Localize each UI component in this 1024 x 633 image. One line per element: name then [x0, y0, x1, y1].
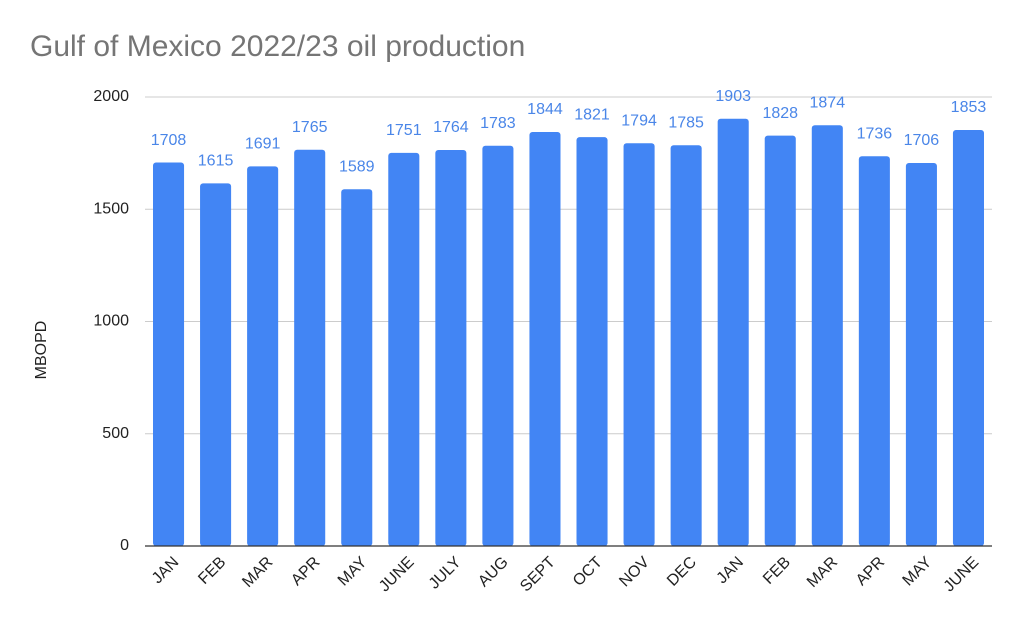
y-axis-label: MBOPD: [33, 321, 50, 380]
data-label: 1828: [762, 105, 798, 122]
data-label: 1765: [292, 119, 328, 136]
data-label: 1589: [339, 158, 375, 175]
data-label: 1708: [151, 132, 187, 149]
data-label: 1874: [810, 95, 846, 112]
y-tick-label: 2000: [93, 88, 129, 105]
y-tick-label: 1000: [93, 313, 129, 330]
y-tick-label: 500: [102, 425, 129, 442]
data-label: 1615: [198, 153, 234, 170]
data-label: 1794: [621, 112, 657, 129]
chart-title: Gulf of Mexico 2022/23 oil production: [30, 30, 525, 63]
bar: [811, 125, 843, 547]
bar: [717, 118, 749, 547]
data-label: 1706: [904, 132, 940, 149]
bar: [952, 130, 985, 546]
data-label: 1785: [668, 114, 704, 131]
bar: [247, 166, 279, 547]
bar: [341, 189, 373, 546]
data-label: 1853: [951, 99, 987, 116]
bar: [670, 145, 702, 546]
bar: [764, 135, 796, 546]
data-label: 1764: [433, 119, 469, 136]
data-label: 1691: [245, 136, 281, 153]
bar: [905, 163, 937, 547]
bar: [388, 152, 420, 546]
data-label: 1751: [386, 122, 422, 139]
bar: [435, 149, 467, 546]
y-tick-label: 1500: [93, 200, 129, 217]
data-label: 1903: [715, 88, 751, 105]
data-label: 1821: [574, 106, 610, 123]
data-label: 1844: [527, 101, 563, 118]
data-label: 1783: [480, 115, 516, 132]
bar: [529, 132, 561, 546]
bar: [623, 143, 655, 546]
bar: [152, 162, 185, 546]
bar: [482, 145, 514, 547]
bar: [576, 137, 608, 547]
y-tick-label: 0: [120, 537, 129, 554]
bar: [200, 183, 232, 546]
bar: [858, 156, 890, 546]
data-label: 1736: [857, 125, 893, 142]
bar: [294, 149, 326, 546]
